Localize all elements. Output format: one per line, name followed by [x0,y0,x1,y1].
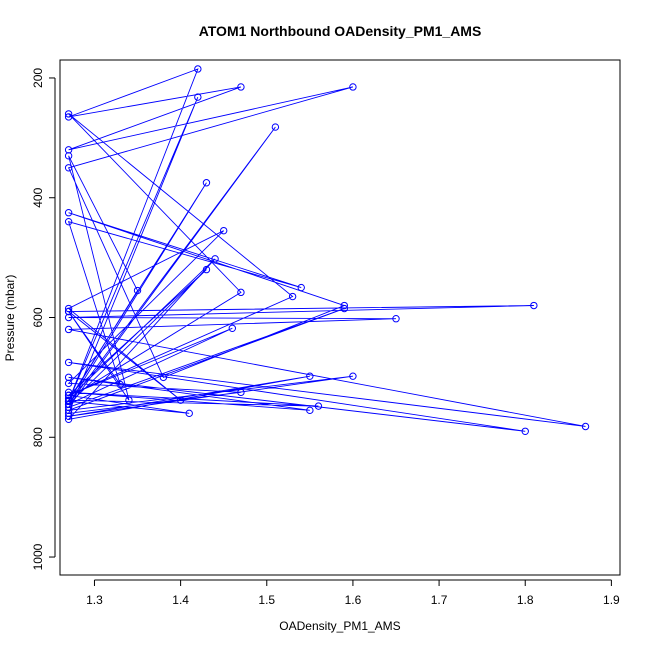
data-point [64,379,73,388]
data-point [64,209,73,217]
data-point [392,314,400,323]
data-point [64,217,73,226]
chart-title: ATOM1 Northbound OADensity_PM1_AMS [199,23,482,39]
x-tick-label: 1.3 [86,593,103,607]
data-point [185,409,193,418]
y-tick-label: 1000 [31,543,45,570]
data-point [159,373,168,382]
data-point [306,372,314,380]
x-tick-label: 1.8 [517,593,534,607]
y-axis-label: Pressure (mbar) [3,275,17,362]
data-point [237,388,245,397]
y-axis: 200 400 600 800 1000 [31,68,56,570]
data-point [116,380,125,389]
series-line [66,68,586,432]
y-tick-label: 800 [31,427,45,447]
plot-frame [59,59,621,576]
data-point [349,372,357,380]
data-point [340,304,349,313]
data-point [194,65,202,73]
x-axis: 1.3 1.4 1.5 1.6 1.7 1.8 1.9 [86,579,620,607]
data-point [64,325,73,334]
data-point [306,406,314,415]
data-point [64,400,73,409]
data-point [288,292,297,301]
x-tick-label: 1.9 [603,593,620,607]
x-axis-label: OADensity_PM1_AMS [279,619,400,633]
data-point [314,402,323,410]
data-point [530,301,538,310]
x-tick-label: 1.7 [431,593,448,607]
data-point [64,113,73,121]
data-point [521,427,529,435]
data-point [228,324,237,332]
data-point [64,409,73,418]
data-point [340,301,349,310]
data-point [237,83,245,91]
y-tick-label: 400 [31,187,45,207]
data-point [125,396,133,404]
data-point [237,288,245,297]
data-point [202,179,211,187]
data-point [202,265,211,274]
x-tick-label: 1.6 [345,593,362,607]
y-tick-label: 200 [31,68,45,88]
x-tick-label: 1.4 [172,593,189,607]
data-point [581,422,590,431]
plot-area [64,65,590,435]
data-point [64,307,73,316]
data-point [64,152,73,160]
data-point [64,110,73,118]
data-point [297,283,305,292]
data-point [64,412,73,421]
data-point [349,83,357,91]
data-point [176,396,185,404]
y-tick-label: 600 [31,307,45,327]
data-point [64,358,73,367]
x-tick-label: 1.5 [258,593,275,607]
data-point [194,93,202,101]
data-point [64,164,73,172]
data-point [219,226,228,235]
data-point [64,397,73,406]
data-point [64,304,73,313]
data-point [133,286,142,295]
data-point [271,123,280,131]
series-0 [64,65,590,435]
data-point [211,255,219,263]
